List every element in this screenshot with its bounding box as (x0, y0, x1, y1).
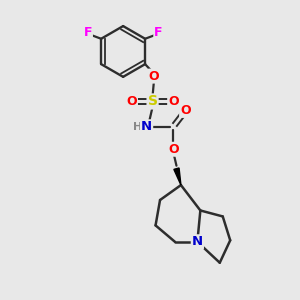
Text: F: F (83, 26, 92, 39)
Text: S: S (148, 94, 158, 109)
Text: O: O (149, 70, 159, 83)
Text: H: H (133, 122, 142, 132)
Text: O: O (168, 95, 179, 108)
Text: O: O (126, 95, 137, 108)
Polygon shape (174, 168, 181, 185)
Text: O: O (168, 143, 179, 156)
Text: N: N (141, 120, 152, 134)
Text: O: O (180, 104, 191, 117)
Text: F: F (154, 26, 163, 39)
Text: N: N (192, 235, 203, 248)
